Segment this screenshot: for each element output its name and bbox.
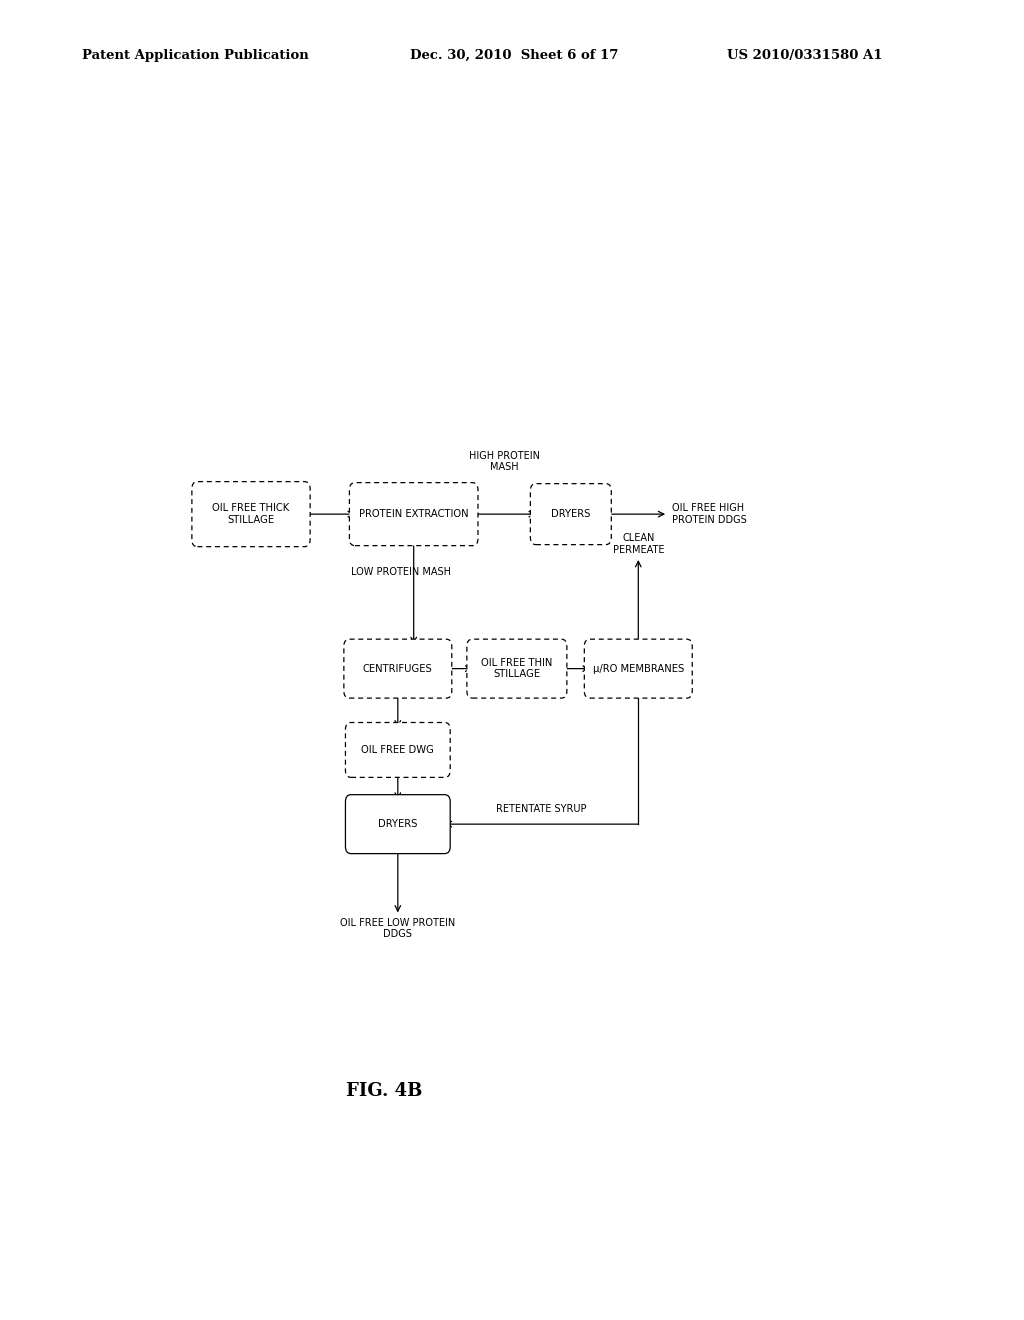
Text: OIL FREE THICK
STILLAGE: OIL FREE THICK STILLAGE <box>212 503 290 525</box>
Text: PROTEIN EXTRACTION: PROTEIN EXTRACTION <box>358 510 469 519</box>
FancyBboxPatch shape <box>349 483 478 545</box>
Text: FIG. 4B: FIG. 4B <box>346 1081 422 1100</box>
Text: HIGH PROTEIN
MASH: HIGH PROTEIN MASH <box>469 451 540 473</box>
FancyBboxPatch shape <box>344 639 452 698</box>
Text: OIL FREE LOW PROTEIN
DDGS: OIL FREE LOW PROTEIN DDGS <box>340 917 456 940</box>
Text: US 2010/0331580 A1: US 2010/0331580 A1 <box>727 49 883 62</box>
Text: LOW PROTEIN MASH: LOW PROTEIN MASH <box>351 568 451 577</box>
Text: μ/RO MEMBRANES: μ/RO MEMBRANES <box>593 664 684 673</box>
Text: OIL FREE DWG: OIL FREE DWG <box>361 744 434 755</box>
Text: DRYERS: DRYERS <box>551 510 591 519</box>
Text: OIL FREE HIGH
PROTEIN DDGS: OIL FREE HIGH PROTEIN DDGS <box>672 503 746 525</box>
FancyBboxPatch shape <box>345 795 451 854</box>
FancyBboxPatch shape <box>530 483 611 545</box>
Text: Patent Application Publication: Patent Application Publication <box>82 49 308 62</box>
Text: CLEAN
PERMEATE: CLEAN PERMEATE <box>612 533 664 554</box>
FancyBboxPatch shape <box>585 639 692 698</box>
Text: OIL FREE THIN
STILLAGE: OIL FREE THIN STILLAGE <box>481 657 553 680</box>
FancyBboxPatch shape <box>467 639 567 698</box>
FancyBboxPatch shape <box>191 482 310 546</box>
Text: RETENTATE SYRUP: RETENTATE SYRUP <box>497 804 587 814</box>
Text: Dec. 30, 2010  Sheet 6 of 17: Dec. 30, 2010 Sheet 6 of 17 <box>410 49 617 62</box>
Text: CENTRIFUGES: CENTRIFUGES <box>362 664 433 673</box>
FancyBboxPatch shape <box>345 722 451 777</box>
Text: DRYERS: DRYERS <box>378 820 418 829</box>
